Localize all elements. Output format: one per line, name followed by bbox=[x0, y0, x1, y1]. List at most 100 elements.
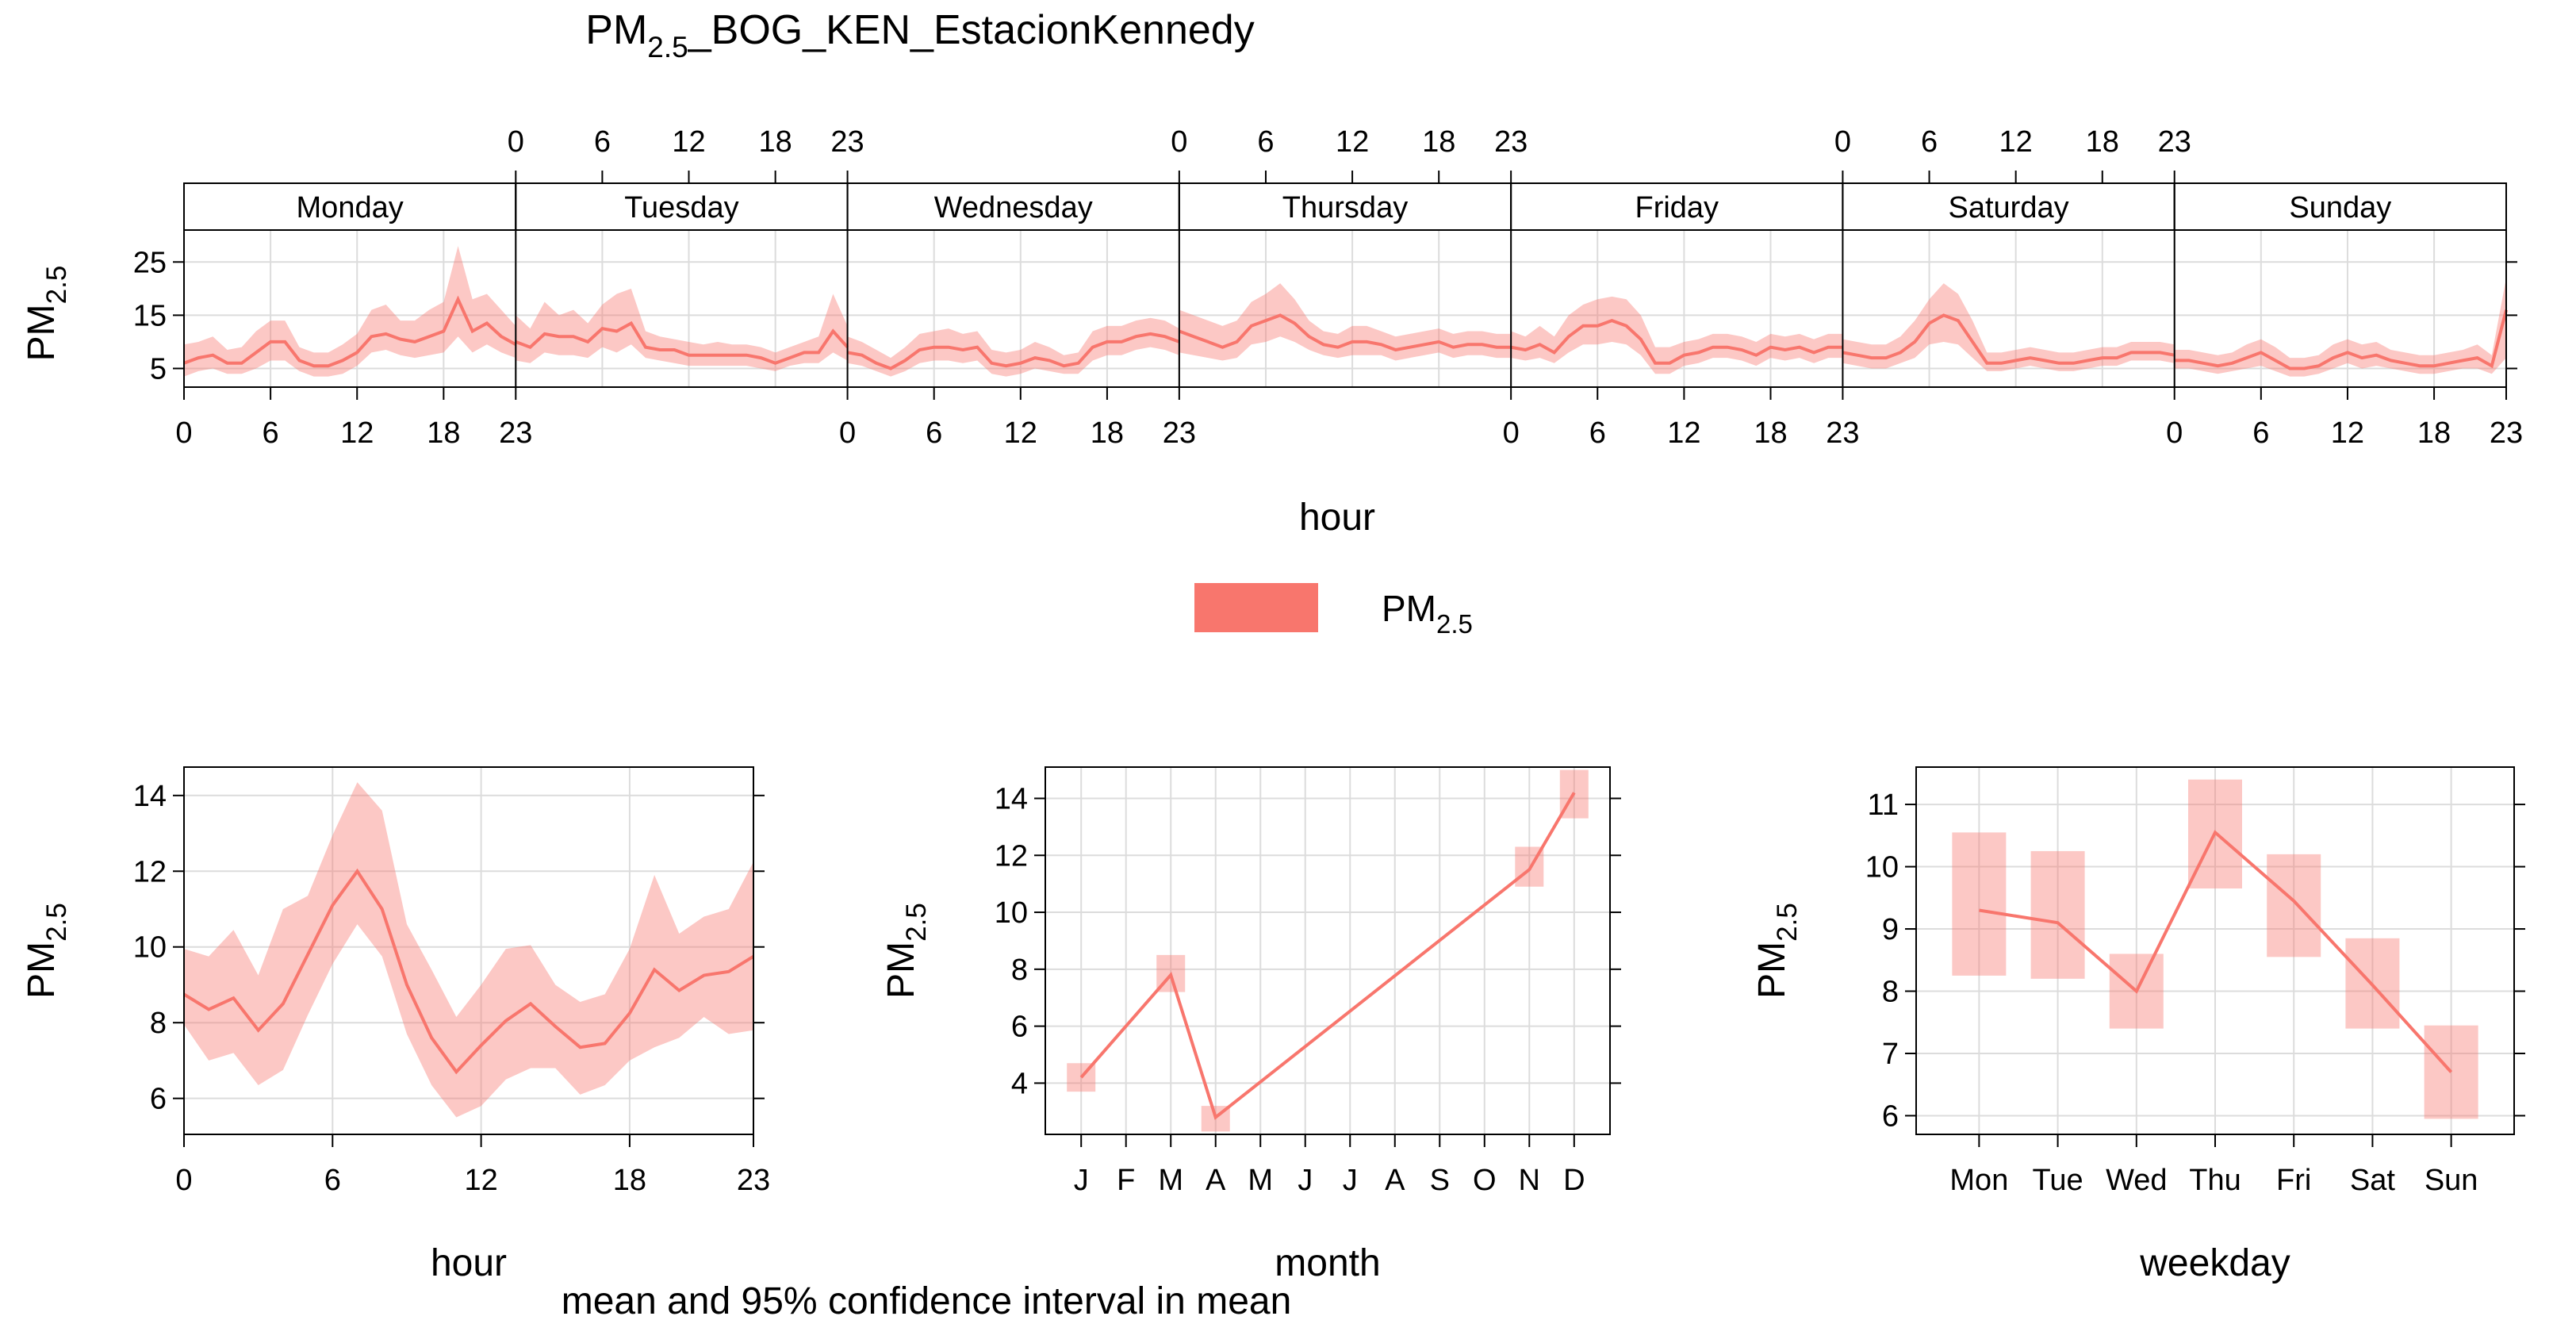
x-tick-label: 6 bbox=[2252, 416, 2269, 450]
x-tick-label: F bbox=[1117, 1164, 1135, 1197]
x-tick-label: 23 bbox=[830, 125, 864, 159]
x-tick-label: 18 bbox=[1422, 125, 1455, 159]
x-tick-label: D bbox=[1563, 1164, 1585, 1197]
strip-label: Wednesday bbox=[934, 191, 1093, 224]
strip-label: Tuesday bbox=[624, 191, 738, 224]
legend-label-base: PM bbox=[1382, 588, 1436, 629]
panel-weekday: Mon Tue Wed Thu Fri Sat Sun 6 7 8 9 10 11 weekday bbox=[1865, 766, 2525, 1284]
ci-band bbox=[1842, 283, 2175, 371]
mean-line bbox=[1079, 792, 1576, 1120]
x-tick-label: 23 bbox=[2490, 416, 2523, 450]
mean-line bbox=[515, 320, 849, 365]
weekday-panel-thursday: Thursday 0 6 12 18 23 bbox=[1171, 125, 1528, 387]
y-tick-label: 12 bbox=[133, 855, 167, 888]
x-tick-label: 0 bbox=[508, 125, 524, 159]
x-tick-label: M bbox=[1158, 1164, 1183, 1197]
weekday-panel-sunday: Sunday 0 6 12 18 23 bbox=[2166, 182, 2523, 450]
x-tick-label: 23 bbox=[2158, 125, 2191, 159]
legend-label: PM2.5 bbox=[1382, 588, 1473, 639]
x-tick-label: N bbox=[1519, 1164, 1540, 1197]
legend bbox=[1194, 583, 1318, 632]
x-tick-label: 0 bbox=[175, 416, 192, 450]
x-tick-label: Mon bbox=[1949, 1164, 2008, 1197]
x-tick-label: 23 bbox=[1826, 416, 1859, 450]
legend-swatch bbox=[1194, 583, 1318, 632]
x-tick-label: 6 bbox=[263, 416, 279, 450]
x-tick-label: Wed bbox=[2106, 1164, 2167, 1197]
y-tick-label: 6 bbox=[1882, 1099, 1899, 1133]
caption: mean and 95% confidence interval in mean bbox=[562, 1280, 1292, 1322]
x-tick-label: J bbox=[1074, 1164, 1089, 1197]
x-tick-label: 0 bbox=[1171, 125, 1187, 159]
legend-label-subscript: 2.5 bbox=[1436, 609, 1473, 639]
panel-hour-y-axis-label: PM2.5 bbox=[21, 903, 72, 999]
panel-weekday-y-axis-label-base: PM bbox=[1751, 942, 1793, 999]
x-tick-label: 12 bbox=[1336, 125, 1369, 159]
panel-weekday-y-axis-label: PM2.5 bbox=[1751, 903, 1803, 999]
y-tick-label: 15 bbox=[133, 299, 167, 332]
x-tick-label: Sun bbox=[2425, 1164, 2478, 1197]
mean-line bbox=[2174, 309, 2508, 370]
x-axis-label-top: hour bbox=[1299, 497, 1375, 539]
weekday-panel-tuesday: Tuesday 0 6 12 18 23 bbox=[508, 125, 864, 387]
x-tick-label: 12 bbox=[464, 1164, 497, 1197]
chart-title-base: PM bbox=[585, 7, 647, 53]
x-tick-label: 0 bbox=[2166, 416, 2183, 450]
x-tick-label: 18 bbox=[1754, 416, 1787, 450]
y-tick-label: 25 bbox=[133, 246, 167, 279]
chart-title-subscript: 2.5 bbox=[647, 31, 688, 63]
y-axis-label-top-subscript: 2.5 bbox=[41, 266, 72, 305]
x-tick-label: 0 bbox=[175, 1164, 192, 1197]
panel-hour-y-axis-label-base: PM bbox=[21, 942, 63, 999]
panel-month-y-axis-label-subscript: 2.5 bbox=[901, 903, 932, 942]
mean-line bbox=[1979, 830, 2453, 1073]
ci-band bbox=[2174, 278, 2506, 377]
mean-line bbox=[847, 332, 1180, 370]
x-tick-label: 6 bbox=[926, 416, 942, 450]
x-tick-label: M bbox=[1248, 1164, 1273, 1197]
y-tick-label: 10 bbox=[133, 931, 167, 965]
top-frame bbox=[183, 182, 2507, 388]
strip-label: Thursday bbox=[1282, 191, 1408, 224]
panel-weekday-y-axis-label-subscript: 2.5 bbox=[1772, 903, 1803, 942]
y-tick-label: 8 bbox=[1011, 954, 1028, 987]
strip-label: Friday bbox=[1635, 191, 1719, 224]
x-tick-label: J bbox=[1298, 1164, 1313, 1197]
ci-box bbox=[2030, 850, 2085, 979]
y-tick-label: 6 bbox=[150, 1083, 167, 1116]
x-tick-label: 6 bbox=[1589, 416, 1606, 450]
y-tick-label: 8 bbox=[150, 1007, 167, 1040]
y-axis-label-top: PM2.5 bbox=[21, 266, 72, 362]
strip-tuesday bbox=[515, 182, 849, 231]
x-tick-label: 12 bbox=[1667, 416, 1700, 450]
ci-box bbox=[2424, 1025, 2478, 1119]
y-tick-label: 12 bbox=[995, 839, 1028, 873]
x-tick-label: A bbox=[1385, 1164, 1405, 1197]
y-tick-label: 8 bbox=[1882, 976, 1899, 1009]
y-tick-label: 5 bbox=[150, 353, 167, 386]
x-tick-label: 0 bbox=[1834, 125, 1851, 159]
strip-label: Sunday bbox=[2289, 191, 2391, 224]
x-tick-label: 18 bbox=[2086, 125, 2119, 159]
y-tick-label: 14 bbox=[133, 780, 167, 813]
mean-line bbox=[182, 868, 755, 1075]
x-tick-label: 18 bbox=[2417, 416, 2451, 450]
x-tick-label: Sat bbox=[2350, 1164, 2395, 1197]
mean-line bbox=[1179, 313, 1512, 352]
x-tick-label: 6 bbox=[1257, 125, 1274, 159]
y-axis-label-top-base: PM bbox=[21, 304, 63, 361]
strip-friday bbox=[1510, 182, 1844, 231]
x-tick-label: 0 bbox=[1503, 416, 1520, 450]
x-axis-label: month bbox=[1275, 1242, 1380, 1284]
x-tick-label: 6 bbox=[324, 1164, 341, 1197]
panel-month-y-axis-label: PM2.5 bbox=[880, 903, 932, 999]
strip-wednesday bbox=[846, 182, 1180, 231]
x-tick-label: S bbox=[1430, 1164, 1450, 1197]
x-tick-label: 12 bbox=[1004, 416, 1037, 450]
x-tick-label: O bbox=[1473, 1164, 1497, 1197]
strip-label: Saturday bbox=[1949, 191, 2069, 224]
x-tick-label: Thu bbox=[2189, 1164, 2241, 1197]
ci-box bbox=[2267, 854, 2321, 957]
